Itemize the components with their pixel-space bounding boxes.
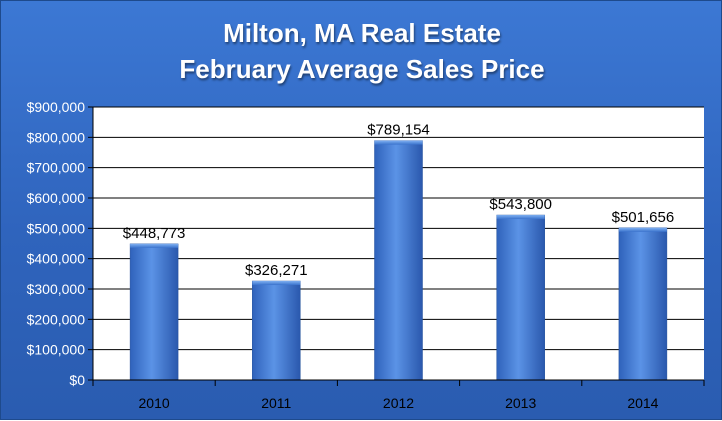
bar-cap-2011 — [252, 281, 301, 286]
chart-title-block: Milton, MA Real Estate February Average … — [1, 15, 722, 87]
value-label-2012: $789,154 — [367, 122, 430, 139]
y-tick-label: $300,000 — [27, 281, 86, 297]
x-tick-label-2014: 2014 — [627, 395, 658, 411]
value-label-2010: $448,773 — [123, 225, 186, 242]
bar-cap-2010 — [130, 243, 179, 248]
value-labels: $448,773 $326,271 $789,154 $543,800 $501,656 — [123, 122, 674, 279]
chart-title: Milton, MA Real Estate — [223, 18, 501, 48]
bar-cap-2012 — [374, 140, 423, 145]
y-tick-label: $800,000 — [27, 129, 86, 145]
x-axis: 2010 2011 2012 2013 2014 — [92, 379, 705, 411]
x-tick-label-2012: 2012 — [383, 395, 414, 411]
y-tick-label: $700,000 — [27, 160, 86, 176]
bar-2012 — [374, 140, 423, 381]
y-tick-label: $200,000 — [27, 311, 86, 327]
bar-cap-2013 — [496, 215, 545, 220]
y-tick-label: $600,000 — [27, 190, 86, 206]
bar-cap-2014 — [618, 227, 667, 232]
value-label-2011: $326,271 — [245, 262, 308, 279]
value-label-2014: $501,656 — [612, 209, 675, 226]
x-tick-label-2013: 2013 — [505, 395, 536, 411]
x-tick-label-2011: 2011 — [261, 395, 291, 411]
bar-2014 — [618, 227, 668, 381]
y-tick-label: $500,000 — [27, 220, 86, 236]
bars — [129, 140, 668, 381]
bar-2013 — [496, 214, 545, 381]
x-tick-label-2010: 2010 — [139, 395, 170, 411]
chart-subtitle: February Average Sales Price — [179, 54, 545, 84]
y-tick-label: $900,000 — [27, 99, 86, 115]
bar-2011 — [252, 280, 301, 381]
y-axis: $0 $100,000 $200,000 $300,000 $400,000 $500,0… — [27, 99, 94, 388]
y-tick-label: $400,000 — [27, 251, 86, 267]
bar-2010 — [129, 243, 179, 381]
y-tick-label: $0 — [69, 372, 85, 388]
y-tick-label: $100,000 — [27, 342, 86, 358]
value-label-2013: $543,800 — [489, 196, 552, 213]
